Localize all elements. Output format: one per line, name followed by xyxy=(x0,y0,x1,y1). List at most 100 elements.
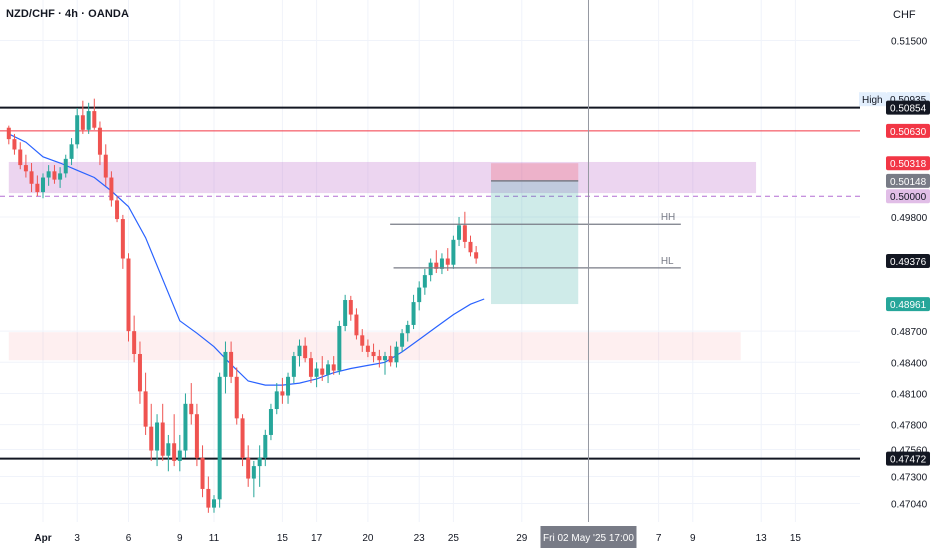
candle-bullish xyxy=(343,294,348,332)
candle-body xyxy=(240,418,245,458)
candle-bearish xyxy=(320,356,325,381)
price-tag-box xyxy=(886,156,930,171)
time-tick-label: 17 xyxy=(311,533,323,544)
candle-body xyxy=(405,324,410,334)
candle-bearish xyxy=(97,121,102,166)
candle-body xyxy=(422,275,427,288)
candle-bearish xyxy=(360,329,365,352)
candle-body xyxy=(394,346,399,363)
currency-label: CHF xyxy=(893,9,916,21)
candle-bearish xyxy=(388,345,393,367)
candle-body xyxy=(58,173,63,180)
candle-layer xyxy=(6,98,479,513)
purple-zone xyxy=(8,161,757,194)
moving-average-line xyxy=(8,133,485,386)
candle-body xyxy=(343,300,348,326)
candle-bullish xyxy=(422,268,427,295)
candle-body xyxy=(263,434,268,458)
candle-body xyxy=(63,158,68,174)
time-tick-label: 15 xyxy=(277,533,289,544)
structure-layer: HH HL xyxy=(390,212,681,269)
candle-body xyxy=(126,258,131,332)
candle-body xyxy=(223,351,228,377)
candle-body xyxy=(462,225,467,242)
candle-bullish xyxy=(166,434,171,472)
price-tag-red[interactable]: 0.50630 xyxy=(886,123,930,138)
price-tag-purple[interactable]: 0.50000 xyxy=(886,189,930,204)
candle-bearish xyxy=(132,315,137,363)
candle-body xyxy=(103,154,108,178)
price-tag-box xyxy=(886,173,930,188)
candle-body xyxy=(451,239,456,265)
candle-bullish xyxy=(155,414,160,467)
symbol-title: NZD/CHF · 4h · OANDA xyxy=(6,8,129,20)
price-tick-label: 0.47800 xyxy=(891,421,928,432)
price-axis[interactable]: 0.51500 0.49800 0.48700 0.48400 0.48100 0.478… xyxy=(859,0,932,550)
candle-body xyxy=(41,177,45,193)
candle-body xyxy=(371,351,376,357)
candle-body xyxy=(52,171,57,180)
time-tick-label: 23 xyxy=(414,533,426,544)
candle-body xyxy=(365,345,370,352)
candle-body xyxy=(268,409,273,435)
position-layer[interactable] xyxy=(491,163,579,305)
price-tag-gray[interactable]: 0.50148 xyxy=(886,173,930,188)
price-tag-box xyxy=(886,123,930,138)
crosshair-time-box xyxy=(540,526,637,548)
candle-body xyxy=(35,183,40,193)
price-tag-black[interactable]: 0.50854 xyxy=(886,100,930,115)
candle-body xyxy=(18,149,23,166)
price-tag-value: 0.50148 xyxy=(890,177,927,188)
price-tick-label: 0.51500 xyxy=(891,37,928,48)
candle-body xyxy=(434,262,439,269)
candle-bearish xyxy=(126,253,131,342)
candle-bearish xyxy=(377,349,382,368)
candle-body xyxy=(143,391,148,427)
candle-body xyxy=(97,127,102,155)
candle-bullish xyxy=(337,320,342,375)
price-tag-black[interactable]: 0.49376 xyxy=(886,253,930,268)
candle-bearish xyxy=(115,196,120,223)
zone-layer xyxy=(8,161,757,361)
candle-body xyxy=(383,356,387,361)
candle-body xyxy=(149,426,154,451)
price-tag-box xyxy=(886,100,930,115)
position-target-zone[interactable] xyxy=(491,180,579,305)
price-tag-box xyxy=(886,451,930,466)
price-tag-green[interactable]: 0.48961 xyxy=(886,297,930,312)
candle-bearish xyxy=(35,175,40,197)
candle-body xyxy=(377,356,382,361)
position-stop-zone[interactable] xyxy=(491,163,579,181)
candle-bullish xyxy=(286,372,291,404)
candle-body xyxy=(120,219,125,259)
candle-bearish xyxy=(137,341,142,404)
time-tick-label: 9 xyxy=(177,533,183,544)
candle-bullish xyxy=(183,393,188,458)
candle-body xyxy=(400,333,405,347)
candle-bullish xyxy=(405,320,410,342)
price-tag-black[interactable]: 0.47472 xyxy=(886,451,930,466)
candle-bearish xyxy=(462,211,467,249)
price-tag-red[interactable]: 0.50318 xyxy=(886,156,930,171)
price-tag-value: 0.49376 xyxy=(890,257,927,268)
crosshair-time-label: Fri 02 May '25 17:00 xyxy=(543,533,634,544)
candle-bullish xyxy=(257,445,262,487)
candle-body xyxy=(166,443,171,456)
time-tick-label: 25 xyxy=(448,533,460,544)
candle-body xyxy=(189,403,194,415)
candle-body xyxy=(320,368,325,375)
candle-body xyxy=(217,376,222,500)
time-tick-label: Apr xyxy=(34,533,51,544)
candle-body xyxy=(291,356,296,377)
candle-bearish xyxy=(240,414,245,467)
time-axis[interactable]: Apr 3 6 9 11 15 17 20 23 25 29 7 9 13 15 Fri 02 May '25… xyxy=(0,522,932,550)
candle-body xyxy=(314,368,319,377)
candle-body xyxy=(229,351,234,377)
candle-bearish xyxy=(149,403,154,461)
ma-layer xyxy=(8,133,485,386)
candle-body xyxy=(115,200,120,220)
crosshair-time-tag[interactable]: Fri 02 May '25 17:00 xyxy=(540,526,637,548)
candle-bearish xyxy=(143,372,148,435)
